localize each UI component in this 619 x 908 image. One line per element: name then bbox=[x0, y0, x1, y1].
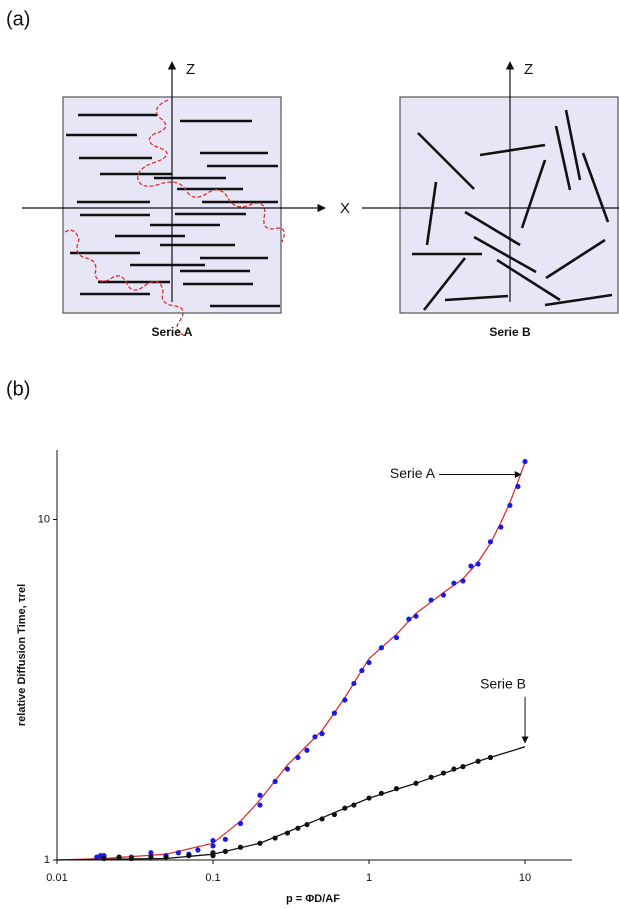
data-point bbox=[237, 820, 244, 827]
data-point bbox=[116, 854, 122, 860]
chart: 1 10 0.01 0.1 1 10 Serie A Serie B bbox=[38, 450, 572, 884]
data-point bbox=[359, 667, 365, 674]
data-point bbox=[284, 766, 291, 772]
data-point bbox=[257, 840, 263, 846]
data-point bbox=[378, 645, 384, 651]
annotation: Serie A bbox=[390, 465, 436, 481]
data-point bbox=[312, 734, 318, 740]
data-point bbox=[413, 780, 419, 786]
data-point bbox=[378, 790, 384, 796]
data-point bbox=[210, 838, 216, 844]
x-tick-label: 0.1 bbox=[205, 872, 220, 884]
data-point bbox=[148, 850, 154, 856]
data-point bbox=[475, 758, 481, 764]
y-tick-label: 1 bbox=[44, 854, 50, 866]
data-point bbox=[487, 754, 494, 761]
fit-line bbox=[56, 746, 526, 861]
data-point bbox=[331, 811, 338, 818]
annotation: Serie B bbox=[480, 676, 526, 692]
data-point bbox=[351, 680, 357, 687]
y-axis-title: relative Diffusion Time, τrel bbox=[16, 584, 28, 726]
axis-label: Z bbox=[186, 61, 195, 78]
data-point bbox=[272, 778, 278, 785]
y-tick-label: 10 bbox=[38, 513, 50, 525]
data-point bbox=[272, 835, 278, 841]
data-point bbox=[195, 847, 201, 853]
data-point bbox=[498, 524, 504, 530]
caption: Serie A bbox=[152, 325, 193, 339]
panel-label: (a) bbox=[6, 8, 30, 30]
axis-label: Z bbox=[524, 61, 533, 78]
data-point bbox=[413, 613, 419, 619]
panel-label: (b) bbox=[6, 378, 30, 400]
data-point bbox=[428, 774, 434, 780]
diagram-serie-a bbox=[62, 96, 285, 337]
diagram-axes bbox=[22, 61, 619, 302]
x-tick-label: 10 bbox=[519, 872, 531, 884]
data-point bbox=[515, 483, 521, 490]
data-point bbox=[304, 822, 310, 828]
data-point bbox=[393, 786, 400, 792]
data-point bbox=[342, 697, 348, 703]
data-point bbox=[222, 836, 228, 842]
axis-label: X bbox=[340, 200, 350, 217]
caption: Serie B bbox=[489, 325, 531, 339]
data-point bbox=[210, 850, 216, 856]
data-point bbox=[101, 855, 107, 862]
data-point bbox=[295, 754, 301, 761]
data-point bbox=[451, 766, 457, 772]
data-point bbox=[475, 561, 481, 567]
data-point bbox=[451, 580, 457, 586]
data-point bbox=[284, 830, 291, 836]
data-point bbox=[319, 816, 325, 822]
data-point bbox=[304, 747, 310, 753]
data-point bbox=[428, 597, 434, 603]
x-tick-label: 0.01 bbox=[46, 872, 67, 884]
data-point bbox=[507, 502, 513, 509]
data-point bbox=[222, 848, 228, 854]
data-point bbox=[331, 710, 338, 716]
data-point bbox=[460, 578, 466, 584]
x-tick-label: 1 bbox=[366, 872, 372, 884]
data-point bbox=[366, 659, 372, 666]
data-point bbox=[487, 539, 494, 545]
data-point bbox=[406, 616, 412, 622]
data-point bbox=[186, 853, 192, 859]
data-point bbox=[148, 854, 154, 860]
data-point bbox=[257, 802, 263, 808]
data-point bbox=[393, 634, 400, 641]
data-point bbox=[460, 764, 466, 770]
data-point bbox=[522, 458, 528, 465]
data-point bbox=[440, 592, 447, 598]
data-point bbox=[128, 855, 135, 862]
data-point bbox=[175, 850, 182, 856]
data-point bbox=[237, 844, 244, 850]
data-point bbox=[163, 854, 169, 860]
data-point bbox=[468, 563, 474, 569]
data-point bbox=[295, 825, 301, 831]
data-point bbox=[257, 792, 263, 798]
data-point bbox=[440, 770, 447, 776]
data-point bbox=[342, 805, 348, 811]
diagram-serie-b bbox=[399, 96, 619, 314]
data-point bbox=[210, 843, 216, 849]
data-point bbox=[351, 802, 357, 808]
data-point bbox=[319, 731, 325, 737]
data-point bbox=[366, 795, 372, 801]
x-axis-title: p = ΦD/AF bbox=[286, 893, 340, 905]
fit-line bbox=[56, 462, 526, 861]
